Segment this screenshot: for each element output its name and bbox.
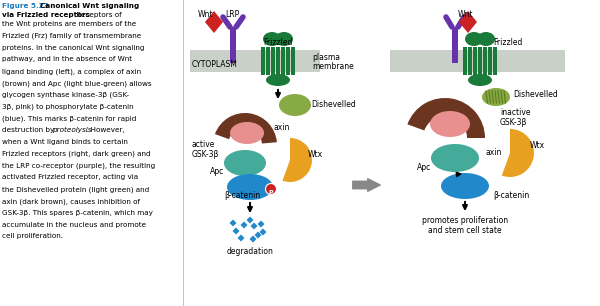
Ellipse shape xyxy=(227,174,273,200)
Bar xyxy=(483,47,487,75)
Bar xyxy=(286,47,290,75)
Ellipse shape xyxy=(275,32,293,46)
Text: the LRP co-receptor (purple), the resulting: the LRP co-receptor (purple), the result… xyxy=(2,162,155,169)
Text: axin: axin xyxy=(485,148,502,157)
Text: 3β, pink) to phosphorylate β-catenin: 3β, pink) to phosphorylate β-catenin xyxy=(2,104,134,110)
Polygon shape xyxy=(251,222,257,230)
Ellipse shape xyxy=(465,32,483,46)
Text: the Dishevelled protein (light green) and: the Dishevelled protein (light green) an… xyxy=(2,186,149,193)
Text: . However,: . However, xyxy=(86,127,125,133)
Text: Frizzled: Frizzled xyxy=(263,38,293,47)
Text: CYTOPLASM: CYTOPLASM xyxy=(192,60,238,69)
Wedge shape xyxy=(283,138,312,182)
Text: GSK-3β. This spares β-catenin, which may: GSK-3β. This spares β-catenin, which may xyxy=(2,210,153,216)
Text: destruction by: destruction by xyxy=(2,127,56,133)
Text: Wnt: Wnt xyxy=(458,10,474,19)
Ellipse shape xyxy=(279,94,311,116)
Text: plasma: plasma xyxy=(312,53,340,62)
Text: axin: axin xyxy=(273,123,289,132)
Text: LRP: LRP xyxy=(225,10,239,19)
Ellipse shape xyxy=(266,74,290,86)
Text: glycogen synthase kinase-3β (GSK-: glycogen synthase kinase-3β (GSK- xyxy=(2,92,129,98)
Text: activated Frizzled receptor, acting via: activated Frizzled receptor, acting via xyxy=(2,174,138,181)
Text: membrane: membrane xyxy=(312,62,354,71)
Text: inactive
GSK-3β: inactive GSK-3β xyxy=(500,108,530,127)
Bar xyxy=(452,27,458,63)
Ellipse shape xyxy=(224,150,266,176)
Text: accumulate in the nucleus and promote: accumulate in the nucleus and promote xyxy=(2,222,146,228)
Text: active
GSK-3β: active GSK-3β xyxy=(192,140,220,159)
Text: axin (dark brown), causes inhibition of: axin (dark brown), causes inhibition of xyxy=(2,198,140,204)
Text: the Wnt proteins are members of the: the Wnt proteins are members of the xyxy=(2,21,136,27)
Text: pathway, and in the absence of Wnt: pathway, and in the absence of Wnt xyxy=(2,56,132,62)
Bar xyxy=(271,47,275,75)
Text: ligand binding (left), a complex of axin: ligand binding (left), a complex of axin xyxy=(2,68,141,75)
Text: Canonical Wnt signaling: Canonical Wnt signaling xyxy=(40,3,139,9)
Polygon shape xyxy=(241,222,248,229)
Bar xyxy=(261,47,265,75)
Text: via Frizzled receptors: via Frizzled receptors xyxy=(2,12,90,18)
Text: Frizzled (Frz) family of transmembrane: Frizzled (Frz) family of transmembrane xyxy=(2,33,141,39)
Text: P: P xyxy=(269,190,274,195)
Wedge shape xyxy=(407,98,485,138)
Circle shape xyxy=(265,184,277,195)
Bar xyxy=(478,47,482,75)
Text: Dishevelled: Dishevelled xyxy=(513,90,558,99)
Ellipse shape xyxy=(263,32,281,46)
Text: Dishevelled: Dishevelled xyxy=(311,100,356,109)
Text: cell proliferation.: cell proliferation. xyxy=(2,233,63,239)
Bar xyxy=(493,47,497,75)
Ellipse shape xyxy=(477,32,495,46)
Polygon shape xyxy=(233,227,239,234)
Text: when a Wnt ligand binds to certain: when a Wnt ligand binds to certain xyxy=(2,139,128,145)
Ellipse shape xyxy=(230,122,264,144)
Text: and stem cell state: and stem cell state xyxy=(428,226,502,235)
Polygon shape xyxy=(205,11,223,33)
Text: Frizzled receptors (right, dark green) and: Frizzled receptors (right, dark green) a… xyxy=(2,151,151,157)
Text: (brown) and Apc (light blue-green) allows: (brown) and Apc (light blue-green) allow… xyxy=(2,80,152,87)
Text: promotes proliferation: promotes proliferation xyxy=(422,216,508,225)
Text: Wnt: Wnt xyxy=(198,10,214,19)
Wedge shape xyxy=(215,113,277,144)
Bar xyxy=(473,47,477,75)
Text: proteins. In the canonical Wnt signaling: proteins. In the canonical Wnt signaling xyxy=(2,45,145,50)
Bar xyxy=(488,47,492,75)
Bar xyxy=(291,47,295,75)
Polygon shape xyxy=(459,11,477,33)
Polygon shape xyxy=(247,217,254,223)
Polygon shape xyxy=(238,234,245,241)
Ellipse shape xyxy=(441,173,489,199)
Polygon shape xyxy=(257,221,265,227)
Text: Frizzled: Frizzled xyxy=(493,38,523,47)
Bar xyxy=(463,47,467,75)
Bar xyxy=(230,27,236,63)
Bar xyxy=(190,50,320,72)
Polygon shape xyxy=(260,229,266,236)
Text: Apc: Apc xyxy=(210,167,224,176)
Text: β-catenin: β-catenin xyxy=(224,191,260,200)
Text: (blue). This marks β-catenin for rapid: (blue). This marks β-catenin for rapid xyxy=(2,115,136,122)
Bar xyxy=(266,47,270,75)
Text: β-catenin: β-catenin xyxy=(493,191,529,200)
Ellipse shape xyxy=(468,74,492,86)
Text: Apc: Apc xyxy=(417,163,431,172)
Ellipse shape xyxy=(431,144,479,172)
Bar xyxy=(468,47,472,75)
Wedge shape xyxy=(502,129,534,177)
Text: Figure 5.23: Figure 5.23 xyxy=(2,3,51,9)
Polygon shape xyxy=(250,236,257,242)
Text: Wtx: Wtx xyxy=(530,141,545,150)
Bar xyxy=(390,50,565,72)
Polygon shape xyxy=(254,232,262,238)
Text: Wtx: Wtx xyxy=(308,150,323,159)
Text: proteolysis: proteolysis xyxy=(52,127,91,133)
Ellipse shape xyxy=(430,111,470,137)
Text: Receptors of: Receptors of xyxy=(74,12,122,18)
Text: degradation: degradation xyxy=(227,247,274,256)
Ellipse shape xyxy=(482,88,510,106)
Polygon shape xyxy=(229,219,236,226)
Bar xyxy=(281,47,285,75)
Bar xyxy=(276,47,280,75)
